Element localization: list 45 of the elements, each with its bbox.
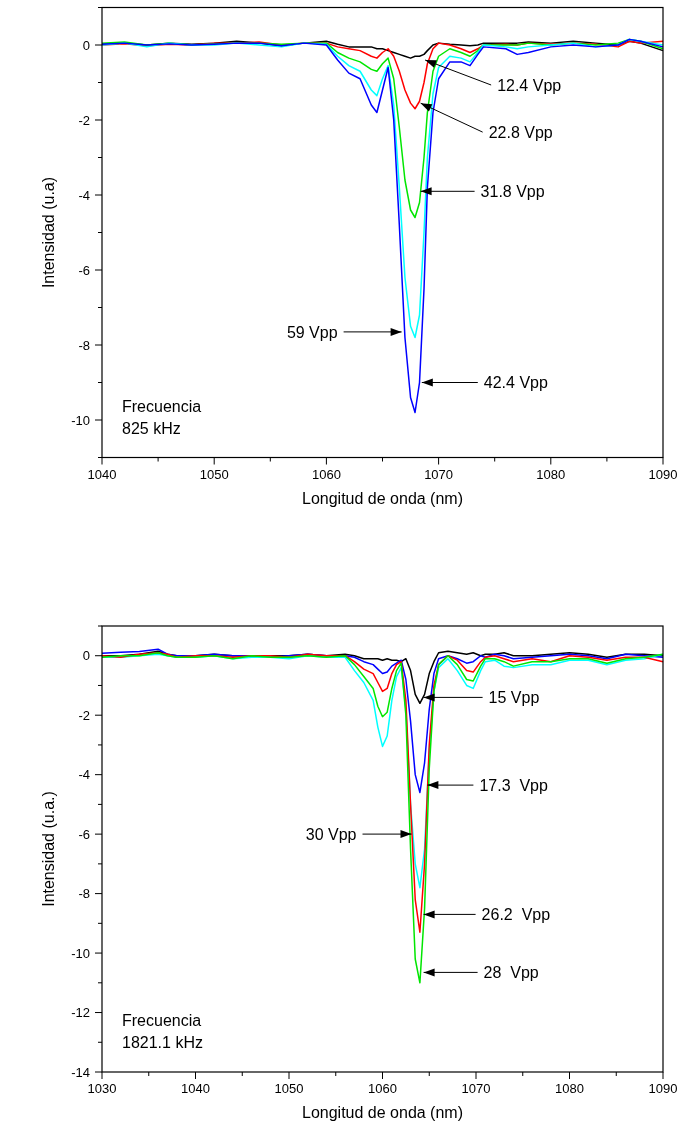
x-tick-label: 1080 xyxy=(555,1081,584,1096)
x-tick-label: 1040 xyxy=(181,1081,210,1096)
y-tick-label: -8 xyxy=(78,337,90,353)
x-tick-label: 1090 xyxy=(648,466,678,482)
y-tick-label: 0 xyxy=(82,37,90,53)
annotation: Frecuencia xyxy=(122,1012,202,1029)
x-tick-label: 1060 xyxy=(311,466,341,482)
y-tick-label: -6 xyxy=(78,826,90,842)
annotation: 42.4 Vpp xyxy=(483,374,548,392)
x-axis-title: Longitud de onda (nm) xyxy=(302,1104,463,1121)
x-tick-label: 1040 xyxy=(87,466,117,482)
annotation: 31.8 Vpp xyxy=(480,182,545,200)
annotation: 30 Vpp xyxy=(305,825,357,843)
x-axis-title: Longitud de onda (nm) xyxy=(302,489,463,507)
y-axis-title: Intensidad (u.a.) xyxy=(40,791,57,907)
annotation: 28 Vpp xyxy=(483,964,539,981)
annotation: 1821.1 kHz xyxy=(122,1034,203,1051)
annotation: 26.2 Vpp xyxy=(481,906,551,923)
x-tick-label: 1050 xyxy=(199,466,229,482)
y-tick-label: -2 xyxy=(78,707,90,723)
x-tick-label: 1090 xyxy=(648,1081,678,1096)
y-tick-label: -2 xyxy=(78,112,90,128)
annotation: 12.4 Vpp xyxy=(497,76,562,94)
x-tick-label: 1060 xyxy=(368,1081,397,1096)
y-tick-label: -8 xyxy=(78,886,90,902)
annotation: 825 kHz xyxy=(122,419,181,437)
y-tick-label: -14 xyxy=(71,1064,90,1080)
y-tick-label: -4 xyxy=(78,767,90,783)
annotation: 59 Vpp xyxy=(286,323,338,341)
y-tick-label: -10 xyxy=(71,945,90,961)
annotation: 22.8 Vpp xyxy=(488,123,553,141)
y-tick-label: -12 xyxy=(71,1005,90,1021)
y-tick-label: -6 xyxy=(78,262,90,278)
annotation: Frecuencia xyxy=(122,397,202,415)
x-tick-label: 1070 xyxy=(424,466,454,482)
annotation: 17.3 Vpp xyxy=(479,776,548,794)
x-tick-label: 1080 xyxy=(536,466,566,482)
y-tick-label: -4 xyxy=(78,187,90,203)
y-axis-title: Intensidad (u.a) xyxy=(40,176,57,289)
y-tick-label: -10 xyxy=(71,412,90,428)
y-tick-label: 0 xyxy=(82,648,90,664)
x-tick-label: 1030 xyxy=(87,1081,117,1096)
x-tick-label: 1050 xyxy=(274,1081,304,1096)
x-tick-label: 1070 xyxy=(461,1081,491,1096)
annotation: 15 Vpp xyxy=(488,689,540,706)
